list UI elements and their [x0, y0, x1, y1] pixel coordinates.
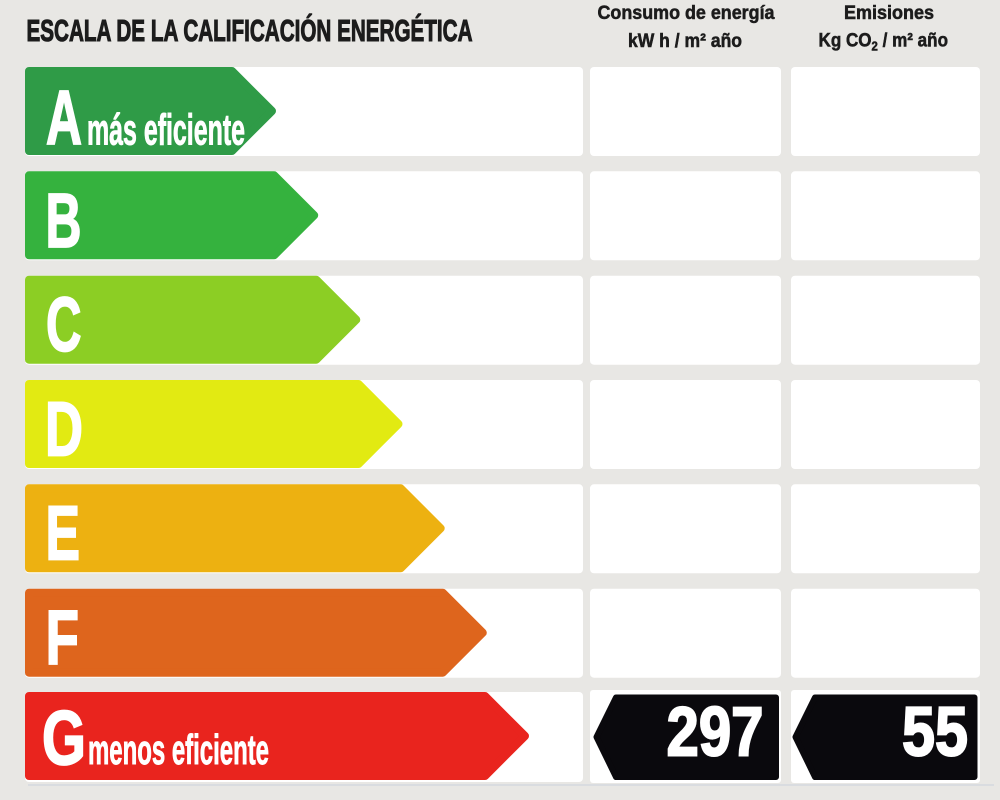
svg-text:A: A	[46, 75, 82, 161]
svg-text:E: E	[46, 491, 81, 577]
svg-text:297: 297	[667, 693, 764, 771]
svg-text:kW h / m² año: kW h / m² año	[628, 30, 742, 52]
svg-text:menos eficiente: menos eficiente	[88, 726, 269, 773]
svg-text:Kg CO2 / m² año: Kg CO2 / m² año	[819, 28, 949, 53]
svg-text:ESCALA DE LA CALIFICACIÓN ENER: ESCALA DE LA CALIFICACIÓN ENERGÉTICA	[27, 12, 473, 48]
svg-text:más eficiente: más eficiente	[87, 106, 245, 155]
svg-text:C: C	[46, 282, 82, 368]
svg-text:B: B	[46, 178, 82, 264]
svg-text:D: D	[45, 386, 83, 472]
svg-text:Emisiones: Emisiones	[844, 2, 934, 24]
svg-text:Consumo de energía: Consumo de energía	[598, 2, 775, 24]
svg-text:F: F	[46, 595, 80, 681]
svg-text:G: G	[42, 696, 86, 782]
svg-text:55: 55	[902, 693, 968, 771]
